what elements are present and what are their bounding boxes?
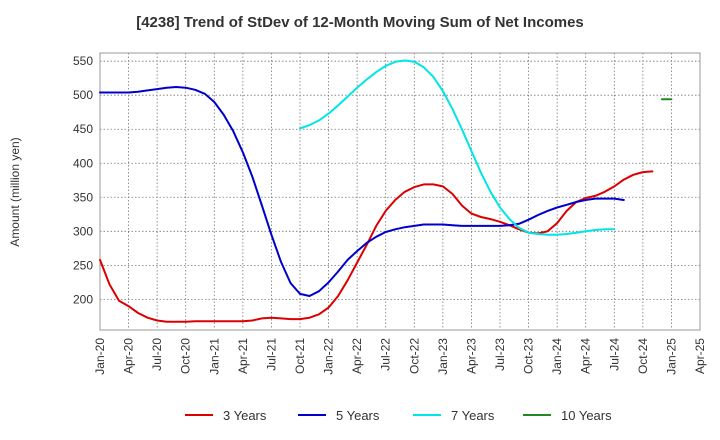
y-tick-label: 450 — [73, 122, 93, 136]
x-tick-label: Jul-21 — [264, 338, 278, 371]
x-tick-label: Oct-20 — [179, 338, 193, 374]
x-tick-label: Apr-23 — [464, 338, 478, 374]
legend: 3 Years 5 Years 7 Years 10 Years — [185, 408, 612, 423]
y-tick-label: 350 — [73, 190, 93, 204]
y-axis-label: Amount (million yen) — [8, 137, 22, 246]
y-tick-label: 400 — [73, 156, 93, 170]
x-tick-label: Jul-24 — [607, 338, 621, 371]
y-axis: 200 250 300 350 400 450 500 550 — [73, 54, 93, 306]
x-tick-label: Jan-25 — [664, 338, 678, 375]
x-tick-label: Oct-24 — [636, 338, 650, 374]
x-tick-label: Jan-20 — [93, 338, 107, 375]
y-tick-label: 300 — [73, 224, 93, 238]
y-tick-label: 500 — [73, 88, 93, 102]
x-tick-label: Jan-23 — [436, 338, 450, 375]
x-tick-label: Jul-22 — [379, 338, 393, 371]
x-tick-label: Jan-21 — [207, 338, 221, 375]
legend-label-7-years: 7 Years — [451, 408, 495, 423]
x-tick-label: Apr-22 — [350, 338, 364, 374]
y-tick-label: 200 — [73, 292, 93, 306]
x-tick-label: Jan-24 — [550, 338, 564, 375]
x-tick-label: Oct-22 — [407, 338, 421, 374]
x-tick-label: Oct-21 — [293, 338, 307, 374]
series-line-3-years — [99, 170, 654, 323]
x-tick-label: Jul-20 — [150, 338, 164, 371]
x-tick-label: Jul-23 — [493, 338, 507, 371]
y-tick-label: 250 — [73, 258, 93, 272]
x-tick-label: Jan-22 — [322, 338, 336, 375]
legend-label-10-years: 10 Years — [561, 408, 612, 423]
x-axis: Jan-20 Apr-20 Jul-20 Oct-20 Jan-21 Apr-21 Jul-… — [93, 338, 707, 375]
series-line-5-years — [99, 86, 625, 297]
x-tick-label: Apr-24 — [579, 338, 593, 374]
series-line-7-years — [299, 59, 616, 236]
series-layer — [99, 59, 673, 323]
grid-lines — [100, 53, 700, 330]
x-tick-label: Apr-21 — [236, 338, 250, 374]
x-tick-label: Apr-20 — [122, 338, 136, 374]
legend-label-5-years: 5 Years — [336, 408, 380, 423]
x-tick-label: Apr-25 — [693, 338, 707, 374]
plot-frame — [99, 52, 701, 331]
x-tick-label: Oct-23 — [522, 338, 536, 374]
legend-label-3-years: 3 Years — [223, 408, 267, 423]
chart-title: [4238] Trend of StDev of 12-Month Moving… — [136, 14, 584, 31]
y-tick-label: 550 — [73, 54, 93, 68]
